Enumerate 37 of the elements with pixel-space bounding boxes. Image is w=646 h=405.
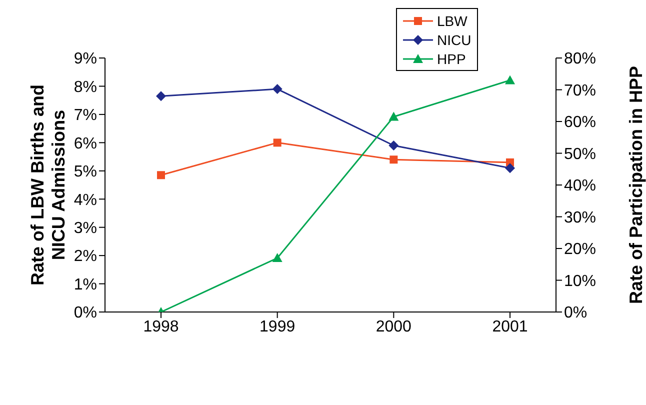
y-tick-label: 4% — [74, 192, 97, 209]
point — [390, 156, 398, 164]
legend-label: NICU — [437, 32, 472, 48]
y2-tick-label: 50% — [564, 146, 596, 163]
y-tick-label: 1% — [74, 276, 97, 294]
point — [272, 84, 282, 94]
x-tick-label: 2001 — [492, 318, 528, 336]
y-tick-label: 2% — [74, 248, 97, 266]
y-tick-label: 3% — [74, 220, 97, 238]
y2-tick-label: 60% — [564, 114, 596, 132]
y2-tick-label: 70% — [564, 82, 596, 100]
point — [273, 138, 282, 147]
y2-tick-label: 20% — [564, 241, 596, 258]
y-tick-label: 7% — [74, 107, 97, 124]
y2-tick-label: 40% — [564, 178, 596, 195]
y-tick-label: 5% — [74, 164, 97, 181]
y2-tick-label: 30% — [564, 209, 596, 226]
point — [505, 75, 515, 84]
point — [505, 163, 515, 174]
x-tick-label: 1999 — [260, 318, 296, 336]
y2-tick-label: 0% — [564, 304, 588, 322]
point — [157, 171, 165, 180]
y-tick-label: 9% — [74, 50, 97, 68]
x-tick-label: 1998 — [143, 318, 179, 336]
point — [388, 140, 399, 150]
y2-axis-title: Rate of Participation in HPP — [626, 66, 646, 304]
point — [156, 91, 166, 102]
legend-label: HPP — [437, 50, 466, 66]
y2-tick-label: 10% — [564, 272, 596, 290]
y2-tick-label: 80% — [564, 50, 596, 68]
point — [388, 112, 399, 121]
legend-label: LBW — [437, 12, 468, 28]
y-tick-label: 6% — [74, 135, 97, 152]
y-axis-title: Rate of LBW Births and NICU Admissions — [28, 84, 68, 286]
y-tick-label: 0% — [74, 304, 97, 322]
x-tick-label: 2000 — [376, 318, 412, 336]
y-tick-label: 8% — [74, 78, 97, 96]
